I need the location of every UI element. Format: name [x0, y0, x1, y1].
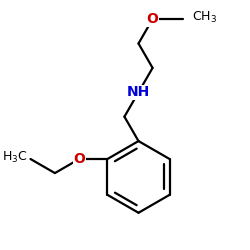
- Text: H$_3$C: H$_3$C: [2, 150, 28, 165]
- Text: O: O: [147, 12, 158, 26]
- Text: CH$_3$: CH$_3$: [192, 10, 217, 25]
- Text: O: O: [73, 152, 85, 166]
- Text: NH: NH: [127, 85, 150, 99]
